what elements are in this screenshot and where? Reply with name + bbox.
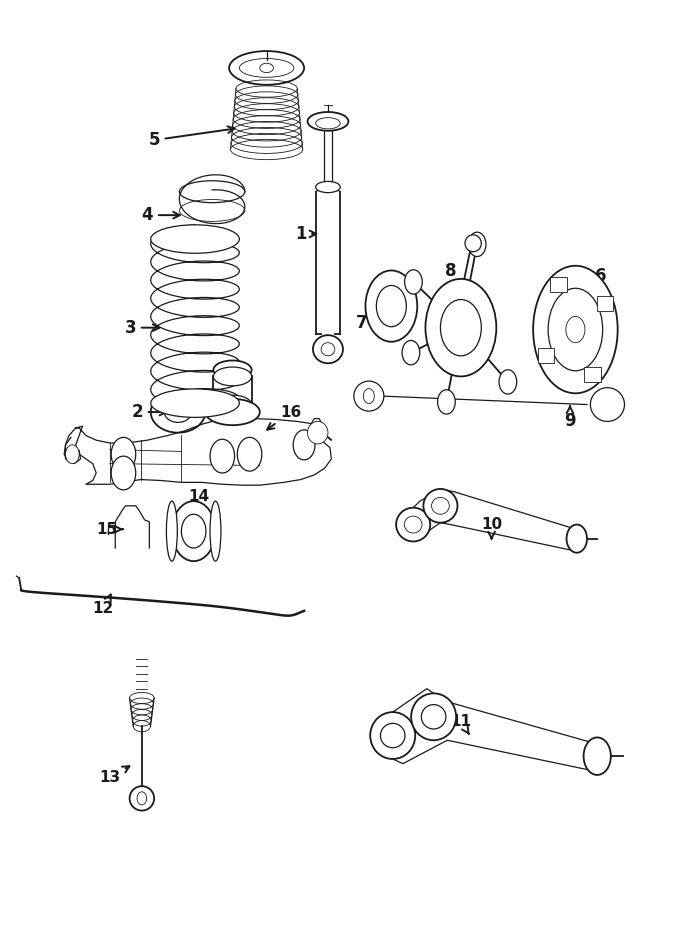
Bar (584, 367, 600, 381)
Ellipse shape (172, 501, 215, 561)
Bar (597, 296, 613, 311)
Ellipse shape (465, 235, 482, 252)
Circle shape (237, 437, 262, 471)
Circle shape (499, 370, 517, 394)
Circle shape (210, 439, 235, 473)
Ellipse shape (411, 693, 456, 740)
Text: 9: 9 (564, 406, 575, 430)
Circle shape (437, 390, 455, 414)
Ellipse shape (591, 388, 624, 421)
Ellipse shape (354, 381, 384, 412)
Circle shape (566, 316, 585, 342)
Circle shape (426, 279, 496, 377)
Ellipse shape (371, 712, 415, 759)
Circle shape (402, 341, 420, 365)
Ellipse shape (313, 335, 343, 363)
Ellipse shape (166, 501, 177, 561)
Ellipse shape (213, 360, 252, 379)
Circle shape (111, 437, 136, 471)
Circle shape (111, 456, 136, 490)
Text: 8: 8 (445, 262, 456, 289)
Circle shape (440, 300, 482, 356)
Text: 3: 3 (124, 319, 159, 337)
Circle shape (66, 445, 79, 464)
Text: 16: 16 (267, 405, 301, 429)
Text: 11: 11 (451, 714, 471, 734)
Text: 14: 14 (188, 489, 209, 516)
Circle shape (137, 792, 147, 805)
Ellipse shape (205, 399, 260, 425)
Circle shape (364, 389, 374, 404)
Circle shape (566, 525, 587, 552)
Ellipse shape (130, 786, 154, 811)
Text: 7: 7 (356, 314, 378, 332)
Text: 10: 10 (481, 517, 502, 538)
Text: 12: 12 (92, 594, 114, 617)
Ellipse shape (308, 112, 348, 131)
Bar (538, 348, 554, 363)
Text: 5: 5 (148, 126, 235, 149)
Ellipse shape (210, 501, 221, 561)
Text: 2: 2 (131, 403, 166, 421)
Circle shape (404, 270, 422, 294)
Text: 6: 6 (574, 267, 607, 292)
Ellipse shape (316, 182, 340, 193)
Ellipse shape (366, 271, 417, 342)
Circle shape (584, 738, 611, 775)
Bar (550, 277, 566, 292)
Circle shape (293, 429, 315, 460)
Ellipse shape (213, 367, 252, 386)
Ellipse shape (548, 289, 602, 371)
Text: 1: 1 (295, 225, 316, 243)
Ellipse shape (396, 508, 430, 541)
Ellipse shape (150, 225, 239, 254)
Ellipse shape (308, 421, 328, 444)
Text: 15: 15 (96, 522, 123, 536)
Ellipse shape (213, 395, 252, 414)
Text: 4: 4 (141, 206, 180, 224)
Ellipse shape (150, 389, 239, 417)
Circle shape (469, 232, 486, 256)
Text: 13: 13 (99, 766, 130, 785)
Ellipse shape (366, 297, 417, 315)
Ellipse shape (424, 489, 457, 523)
Ellipse shape (533, 266, 618, 394)
